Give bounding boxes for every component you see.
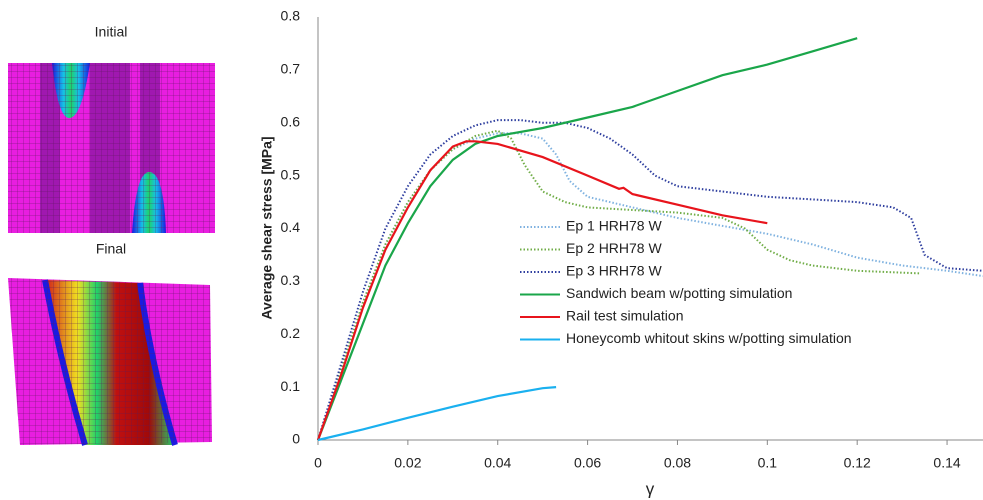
y-tick-label: 0.3 bbox=[281, 272, 301, 288]
x-tick-label: 0 bbox=[314, 455, 322, 471]
panel-label: Initial bbox=[95, 24, 128, 40]
legend-label: Ep 3 HRH78 W bbox=[566, 263, 662, 279]
x-axis-title: γ bbox=[646, 479, 655, 498]
series-line bbox=[317, 129, 921, 441]
x-tick-label: 0.12 bbox=[844, 455, 871, 471]
x-tick-label: 0.04 bbox=[484, 455, 511, 471]
final-panel: Final bbox=[8, 241, 212, 446]
y-tick-label: 0.5 bbox=[281, 166, 301, 182]
mesh-grid bbox=[8, 278, 212, 445]
y-axis-title: Average shear stress [MPa] bbox=[259, 136, 275, 319]
legend-label: Ep 2 HRH78 W bbox=[566, 240, 662, 256]
series-line bbox=[316, 37, 858, 441]
series-line bbox=[316, 140, 768, 441]
x-tick-label: 0.08 bbox=[664, 455, 691, 471]
y-tick-label: 0.6 bbox=[281, 113, 301, 129]
y-tick-label: 0.1 bbox=[281, 378, 301, 394]
chart: γ Average shear stress [MPa] 0 0.1 0.2 0.3 0… bbox=[259, 8, 983, 498]
mesh-grid bbox=[8, 63, 215, 233]
initial-panel: Initial bbox=[8, 24, 215, 233]
y-tick-label: 0.2 bbox=[281, 325, 301, 341]
y-tick-label: 0.8 bbox=[281, 8, 301, 24]
legend-label: Ep 1 HRH78 W bbox=[566, 218, 662, 234]
legend-label: Rail test simulation bbox=[566, 308, 684, 324]
y-tick-label: 0 bbox=[292, 431, 300, 447]
x-tick-label: 0.02 bbox=[394, 455, 421, 471]
series-line bbox=[317, 386, 557, 442]
y-tick-label: 0.4 bbox=[281, 219, 301, 235]
panel-label: Final bbox=[96, 241, 126, 257]
y-tick-label: 0.7 bbox=[281, 61, 301, 77]
x-tick-label: 0.14 bbox=[933, 455, 960, 471]
series-line bbox=[317, 119, 983, 441]
x-tick-label: 0.1 bbox=[758, 455, 778, 471]
legend-label: Sandwich beam w/potting simulation bbox=[566, 285, 792, 301]
legend-label: Honeycomb whitout skins w/potting simula… bbox=[566, 330, 852, 346]
x-tick-label: 0.06 bbox=[574, 455, 601, 471]
